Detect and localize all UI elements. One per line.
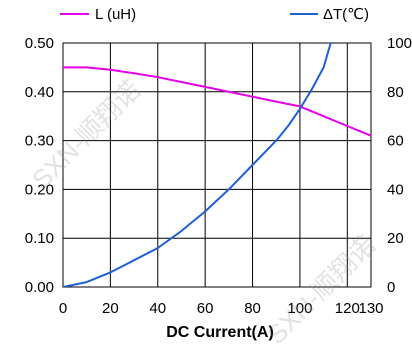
x-tick-label: 20 — [102, 300, 119, 317]
right-y-tick-label: 0 — [387, 279, 395, 296]
x-tick-label: 100 — [287, 300, 312, 317]
series-line-2 — [63, 42, 332, 287]
legend: L (uH) ΔT(℃) — [60, 6, 369, 23]
right-y-tick-label: 40 — [387, 181, 404, 198]
plot-frame — [62, 42, 372, 288]
right-y-tick-label: 100 — [387, 35, 412, 52]
legend-label-1: L (uH) — [95, 6, 136, 23]
right-axis-ticks: 0 20 40 60 80 100 — [387, 35, 412, 296]
right-y-tick-label: 80 — [387, 84, 404, 101]
x-axis-title: DC Current(A) — [166, 324, 274, 341]
left-y-tick-label: 0.10 — [25, 230, 54, 247]
x-tick-label: 130 — [358, 300, 383, 317]
x-tick-label: 40 — [149, 300, 166, 317]
right-y-tick-label: 20 — [387, 230, 404, 247]
left-y-tick-label: 0.50 — [25, 35, 54, 52]
left-axis-ticks: 0.00 0.10 0.20 0.30 0.40 0.50 — [25, 35, 54, 296]
left-y-tick-label: 0.20 — [25, 181, 54, 198]
series-layer — [63, 42, 371, 287]
series-line-1 — [63, 66, 371, 137]
left-y-tick-label: 0.40 — [25, 84, 54, 101]
x-tick-label: 120 — [335, 300, 360, 317]
x-tick-label: 60 — [197, 300, 214, 317]
grid — [62, 42, 372, 288]
left-y-tick-label: 0.30 — [25, 133, 54, 150]
x-tick-label: 0 — [59, 300, 67, 317]
chart: L (uH) ΔT(℃) 0.00 0.10 0.20 0.30 0.40 0.50 0 20… — [25, 6, 412, 341]
left-y-tick-label: 0.00 — [25, 279, 54, 296]
x-tick-label: 80 — [244, 300, 261, 317]
legend-label-2: ΔT(℃) — [323, 6, 369, 23]
right-y-tick-label: 60 — [387, 133, 404, 150]
